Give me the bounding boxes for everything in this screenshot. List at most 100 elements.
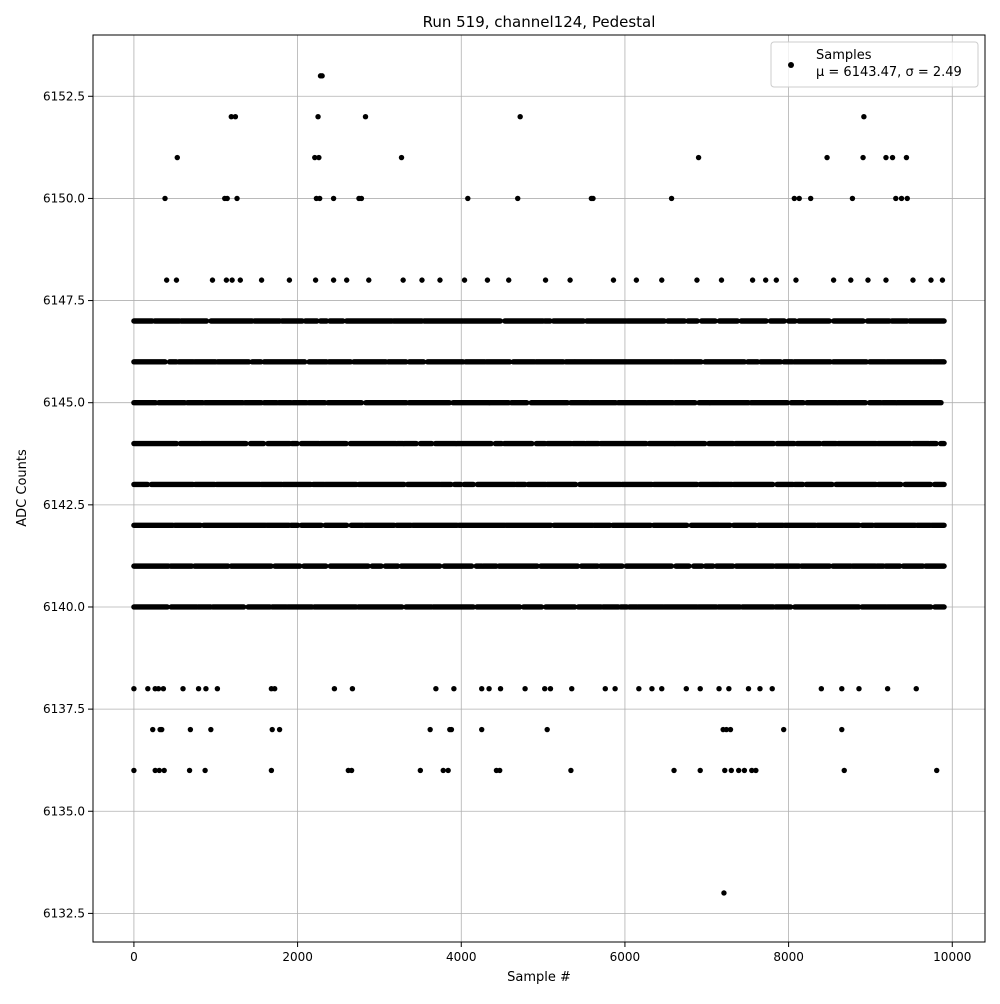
data-point	[721, 890, 727, 896]
data-point	[180, 685, 186, 692]
data-point	[861, 114, 867, 120]
data-point	[156, 767, 162, 774]
data-point	[860, 154, 866, 161]
data-point	[448, 726, 455, 733]
data-point	[898, 195, 905, 202]
legend-series-name: Samples	[816, 48, 872, 63]
data-point	[150, 726, 156, 733]
data-point	[506, 277, 512, 283]
data-point	[162, 195, 168, 202]
y-tick-label: 6142.5	[43, 498, 85, 512]
data-point	[234, 195, 240, 202]
y-tick-label: 6140.0	[43, 600, 85, 614]
data-point	[649, 685, 655, 692]
y-tick-label: 6150.0	[43, 191, 85, 205]
data-point	[841, 767, 847, 774]
data-point	[228, 114, 235, 120]
legend: Samples μ = 6143.47, σ = 2.49	[770, 41, 979, 88]
data-point	[939, 277, 946, 283]
data-points	[131, 73, 947, 896]
data-point	[437, 277, 443, 283]
data-point	[223, 277, 230, 283]
data-point	[417, 767, 424, 774]
data-point	[208, 726, 214, 733]
data-point	[312, 154, 318, 161]
y-axis-label: ADC Counts	[15, 449, 30, 527]
data-point	[331, 685, 338, 692]
data-point	[186, 767, 193, 774]
data-point	[818, 685, 825, 692]
data-point	[202, 767, 208, 774]
data-point	[160, 685, 167, 692]
data-point	[465, 195, 471, 202]
data-point	[913, 685, 919, 692]
data-point	[271, 685, 278, 692]
data-point	[865, 277, 871, 283]
data-point	[694, 277, 700, 283]
x-tick-label: 2000	[282, 950, 313, 964]
data-point	[757, 685, 763, 692]
data-point	[569, 685, 575, 692]
data-point	[610, 277, 617, 283]
data-point	[315, 114, 321, 120]
data-point	[517, 114, 523, 120]
plot-area	[93, 35, 985, 942]
data-point	[697, 767, 703, 774]
data-point	[461, 277, 468, 283]
data-point	[319, 73, 325, 79]
data-point	[486, 685, 492, 692]
data-point	[269, 726, 275, 733]
x-tick-label: 0	[130, 950, 138, 964]
data-point	[830, 277, 837, 283]
data-point	[484, 277, 491, 283]
data-point	[839, 685, 845, 692]
data-point	[780, 726, 787, 733]
x-tick-label: 8000	[773, 950, 804, 964]
data-point	[237, 277, 244, 283]
data-point	[268, 767, 275, 774]
y-tick-label: 6147.5	[43, 294, 85, 308]
legend-series-stats: μ = 6143.47, σ = 2.49	[816, 65, 962, 80]
data-point	[934, 767, 940, 774]
data-point	[633, 277, 640, 283]
data-point	[349, 685, 356, 692]
data-point	[214, 685, 221, 692]
data-point	[773, 277, 780, 283]
data-point	[358, 195, 365, 202]
data-point	[722, 767, 728, 774]
data-point	[762, 277, 769, 283]
x-tick-label: 10000	[933, 950, 971, 964]
legend-marker	[788, 62, 794, 68]
data-point	[745, 685, 752, 692]
plot-frame	[92, 34, 986, 943]
data-point	[343, 277, 350, 283]
data-point	[362, 114, 369, 120]
chart-title: Run 519, channel124, Pedestal	[423, 13, 656, 31]
data-point	[723, 726, 730, 733]
data-point	[544, 726, 550, 733]
data-point	[904, 195, 910, 202]
y-tick-label: 6132.5	[43, 906, 85, 920]
data-point	[796, 195, 802, 202]
data-point	[155, 685, 162, 692]
x-axis-label: Sample #	[507, 970, 571, 985]
data-point	[893, 195, 899, 202]
data-point	[542, 685, 548, 692]
data-point	[590, 195, 596, 202]
data-point	[163, 277, 170, 283]
data-point	[451, 685, 457, 692]
data-point	[612, 685, 618, 692]
data-point	[753, 767, 759, 774]
data-point	[636, 685, 642, 692]
data-point	[659, 685, 665, 692]
data-point	[276, 726, 283, 733]
data-point	[161, 767, 167, 774]
data-point	[807, 195, 814, 202]
data-point	[856, 685, 862, 692]
data-point	[659, 277, 665, 283]
data-point	[567, 277, 573, 283]
data-point	[668, 195, 675, 202]
data-point	[419, 277, 425, 283]
